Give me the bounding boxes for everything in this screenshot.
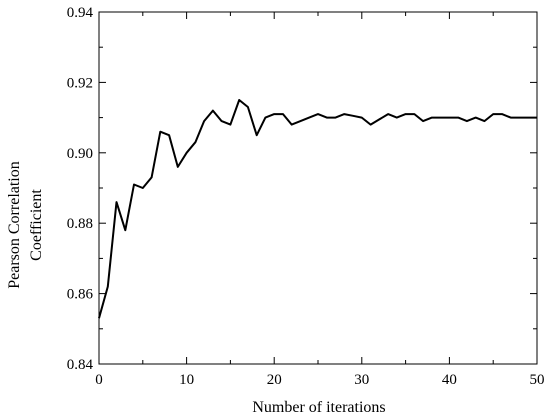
x-tick-label: 50 (530, 372, 545, 388)
x-tick-label: 30 (354, 372, 369, 388)
y-tick-label: 0.92 (67, 75, 93, 91)
x-tick-label: 20 (267, 372, 282, 388)
x-tick-label: 0 (95, 372, 103, 388)
plot-frame (98, 11, 538, 365)
y-tick-label: 0.88 (67, 216, 93, 232)
x-axis-label: Number of iterations (252, 399, 385, 416)
y-tick-label: 0.94 (67, 5, 94, 21)
y-axis-label: Pearson Correlation Coefficient (6, 161, 45, 289)
y-axis-label-line-2: Coefficient (28, 189, 45, 261)
x-tick-label: 40 (442, 372, 457, 388)
y-tick-label: 0.86 (67, 287, 94, 303)
y-tick-label: 0.84 (67, 357, 94, 373)
y-tick-label: 0.90 (67, 146, 93, 162)
x-tick-label: 10 (179, 372, 194, 388)
plot-area: 0 10 20 30 40 50 0.84 0.86 0.88 0.90 0.92 0.94 (67, 5, 545, 388)
y-axis-label-line-1: Pearson Correlation (6, 161, 23, 289)
series-line (98, 99, 537, 319)
